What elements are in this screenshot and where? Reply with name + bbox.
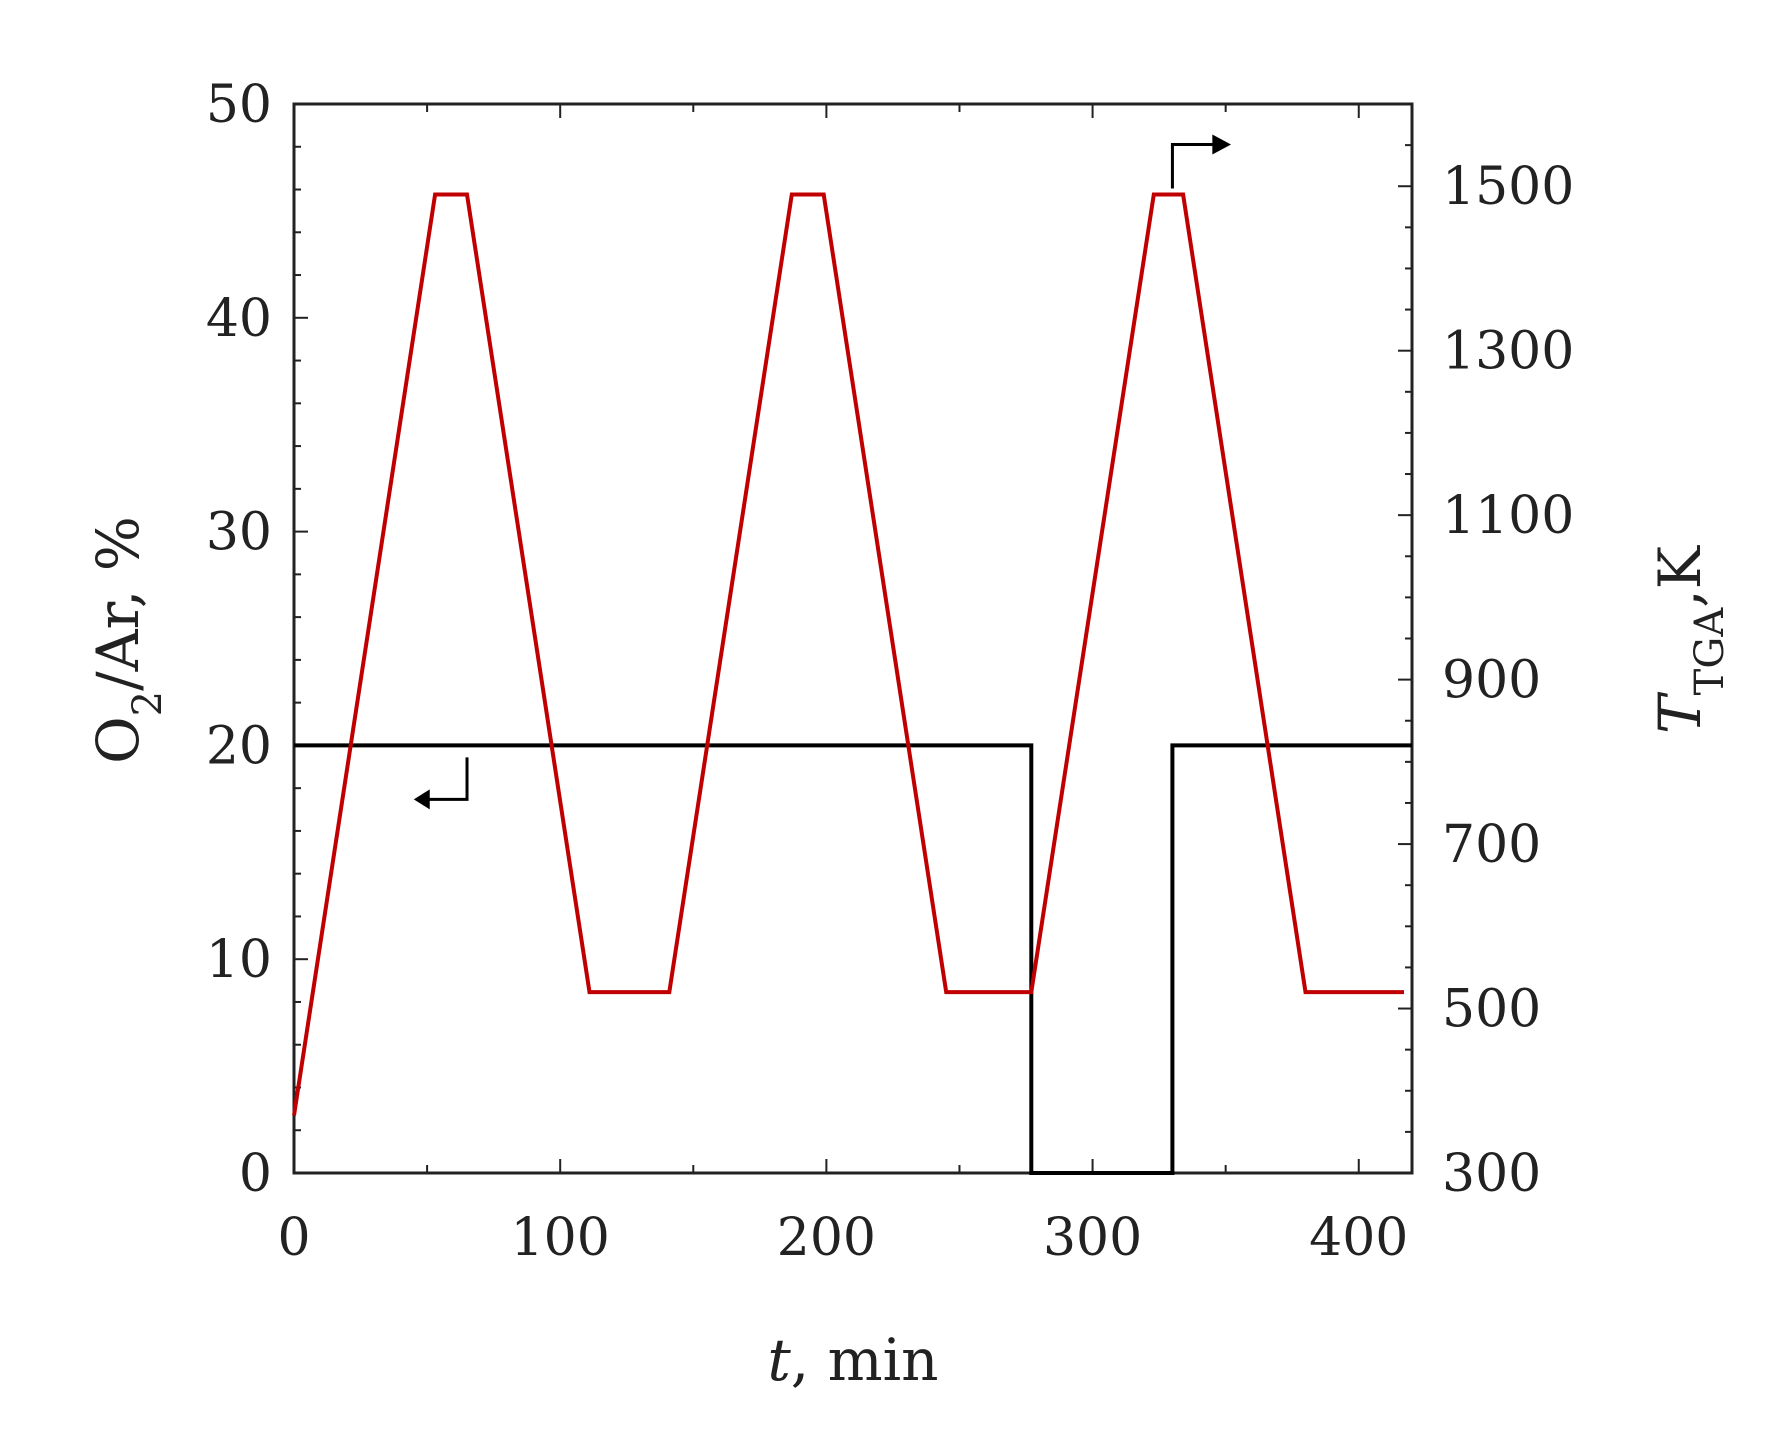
x-tick-label: 300	[1043, 1208, 1142, 1268]
y-right-axis-title: TTGA,K	[1646, 544, 1733, 734]
x-tick-label: 0	[277, 1208, 310, 1268]
tick-labels: 0 100 200 300 400 0 10 20 30 40 50 300 500 700 900 1100…	[206, 75, 1575, 1268]
y-left-tick-label: 30	[206, 503, 272, 563]
x-tick-label: 400	[1309, 1208, 1408, 1268]
y-right-tick-label: 900	[1442, 651, 1541, 711]
y-right-tick-label: 1100	[1442, 486, 1574, 546]
y-right-axis-sub: TGA	[1687, 607, 1733, 696]
y-left-axis-title: O2/Ar, %	[84, 516, 171, 764]
y-left-tick-label: 50	[206, 75, 272, 135]
y-right-tick-label: 300	[1442, 1144, 1541, 1204]
y-left-tick-label: 20	[206, 716, 272, 776]
y-left-tick-label: 0	[239, 1144, 272, 1204]
left-axis-arrow-shaft	[419, 757, 469, 801]
y-right-axis-symbol: T	[1646, 691, 1714, 734]
plot-frame	[292, 102, 1414, 1175]
y-right-tick-label: 500	[1442, 980, 1541, 1040]
y-left-axis-main: O	[84, 716, 152, 764]
series-layer	[292, 192, 1412, 1175]
left-axis-arrow-head	[413, 789, 430, 810]
y-right-axis-unit: ,K	[1646, 544, 1714, 607]
x-axis-symbol: t	[767, 1326, 791, 1394]
axis-indicator-arrows	[413, 134, 1231, 810]
series-temperature-line	[292, 192, 1404, 1116]
x-axis-title: t, min	[767, 1326, 938, 1394]
x-axis-unit: , min	[791, 1326, 939, 1394]
ticks	[293, 103, 1412, 1174]
y-right-tick-label: 700	[1442, 815, 1541, 875]
x-tick-label: 100	[511, 1208, 610, 1268]
y-left-axis-unit: /Ar, %	[84, 516, 152, 691]
right-axis-arrow-shaft	[1170, 142, 1223, 189]
series-o2-line	[294, 743, 1412, 1175]
x-tick-label: 200	[777, 1208, 876, 1268]
right-axis-arrow-head	[1212, 134, 1231, 155]
y-left-tick-label: 10	[206, 930, 272, 990]
y-right-tick-label: 1300	[1442, 322, 1574, 382]
y-right-tick-label: 1500	[1442, 157, 1574, 217]
y-left-tick-label: 40	[206, 289, 272, 349]
y-left-axis-sub: 2	[125, 691, 171, 716]
